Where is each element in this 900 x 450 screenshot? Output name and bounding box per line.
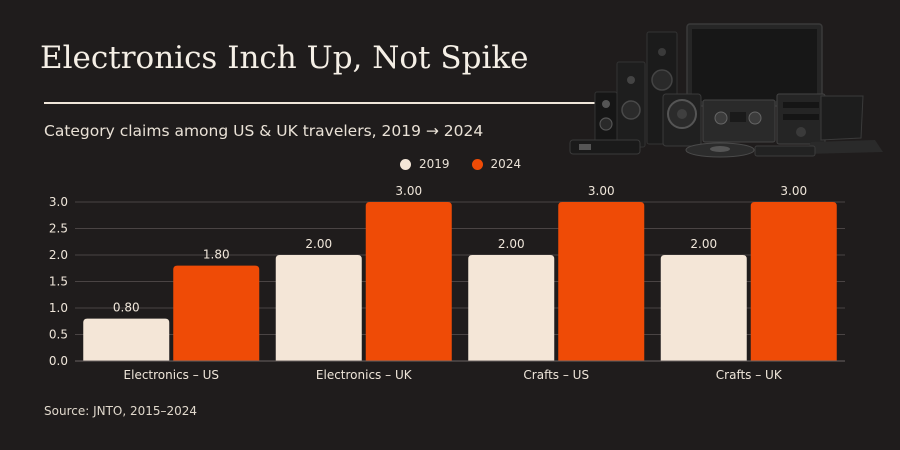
y-tick-label: 3.0 [49,195,68,209]
y-tick-label: 2.0 [49,248,68,262]
legend-swatch-2019 [400,158,411,170]
title-divider [44,102,599,104]
bar-data-label: 2.00 [305,237,332,251]
chart-subtitle: Category claims among US & UK travelers,… [44,122,484,140]
bar-data-label: 2.00 [498,237,525,251]
legend-item-2019: 2019 [400,157,450,171]
bar-2019 [468,255,555,361]
legend-swatch-2024 [471,158,483,170]
bar-data-label: 3.00 [588,184,615,198]
chart-legend: 2019 2024 [400,157,543,171]
bar-2019 [275,255,362,361]
bar-2024 [365,202,452,361]
bar-2024 [750,202,837,361]
bar-data-label: 1.80 [203,248,230,262]
bar-data-label: 3.00 [395,184,422,198]
legend-label-2024: 2024 [490,157,522,171]
bar-2019 [660,255,747,361]
y-tick-label: 1.5 [49,275,68,289]
x-tick-label: Crafts – US [523,368,589,382]
source-note: Source: JNTO, 2015–2024 [44,404,198,418]
x-tick-label: Crafts – UK [716,368,783,382]
electronics-devices-icon [569,23,883,158]
bar-2024 [558,202,645,361]
bar-data-label: 0.80 [113,301,140,315]
y-tick-label: 0.5 [49,328,68,342]
y-tick-label: 0.0 [49,354,68,368]
bar-data-label: 3.00 [780,184,807,198]
x-tick-label: Electronics – UK [316,368,413,382]
y-tick-label: 1.0 [49,301,68,315]
y-tick-label: 2.5 [49,222,68,236]
bar-2019 [83,318,170,361]
legend-label-2019: 2019 [419,157,450,171]
bar-2024 [173,265,260,361]
x-tick-label: Electronics – US [124,368,219,382]
chart-title: Electronics Inch Up, Not Spike [40,40,529,76]
bar-data-label: 2.00 [690,237,717,251]
legend-item-2024: 2024 [471,157,522,171]
